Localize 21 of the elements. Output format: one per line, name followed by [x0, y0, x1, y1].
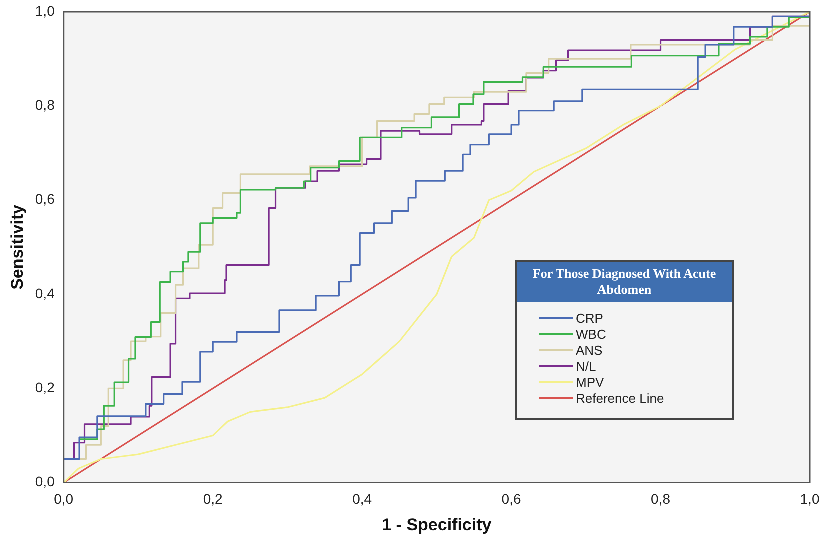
y-tick-label: 0,0 [35, 474, 56, 490]
y-axis-title: Sensitivity [8, 204, 27, 290]
y-tick-label: 0,4 [35, 285, 56, 302]
x-tick-label: 0,2 [203, 491, 224, 508]
x-axis-title: 1 - Specificity [382, 515, 492, 534]
legend-label: N/L [576, 358, 596, 374]
x-tick-label: 0,4 [352, 491, 372, 508]
legend-label: WBC [576, 326, 606, 342]
legend-label: Reference Line [576, 390, 664, 406]
y-tick-label: 1,0 [35, 2, 56, 19]
y-tick-label: 0,2 [35, 380, 56, 396]
legend-title: For Those Diagnosed With Acute Abdomen [517, 262, 732, 302]
x-tick-label: 0,6 [502, 491, 522, 508]
y-tick-label: 0,6 [35, 191, 56, 208]
y-tick-label: 0,8 [35, 97, 56, 114]
x-tick-label: 1,0 [800, 491, 820, 508]
x-tick-label: 0,0 [54, 491, 74, 508]
legend-label: CRP [576, 310, 604, 326]
legend-label: ANS [576, 342, 603, 358]
legend-label: MPV [576, 374, 604, 390]
x-tick-label: 0,8 [651, 491, 671, 508]
